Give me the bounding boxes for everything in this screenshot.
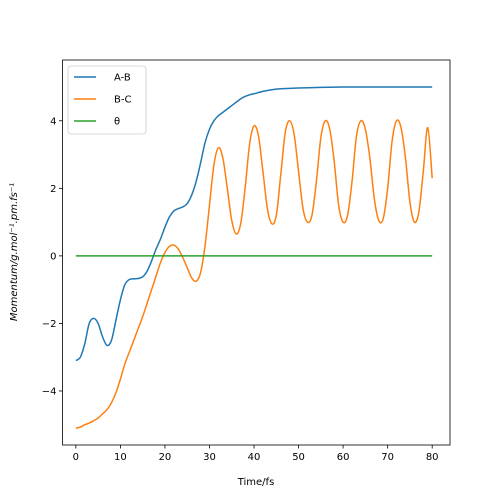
series-line-ab [75, 86, 433, 362]
y-tick-label: 2 [50, 184, 56, 195]
y-axis-label: Momentum/g.mol⁻¹.pm.fs⁻¹ [9, 183, 20, 321]
x-tick-label: 70 [381, 452, 394, 463]
series-line-bc [75, 119, 433, 429]
x-tick-label: 50 [292, 452, 305, 463]
x-axis-label: Time/fs [237, 477, 275, 488]
legend-box [67, 65, 147, 135]
x-tick-label: 0 [73, 452, 79, 463]
x-tick-label: 20 [159, 452, 172, 463]
legend-label: B-C [114, 95, 131, 106]
y-tick-label: 4 [50, 116, 56, 127]
x-axis: 0 10 20 30 40 50 60 70 80 [73, 445, 439, 463]
x-tick-label: 40 [248, 452, 261, 463]
series-layer [75, 86, 433, 429]
y-tick-label: 0 [50, 251, 56, 262]
y-tick-label: −4 [42, 386, 57, 397]
x-tick-label: 80 [426, 452, 439, 463]
legend-label: θ [114, 117, 120, 128]
plot-frame [62, 59, 451, 446]
x-tick-label: 10 [114, 452, 127, 463]
x-tick-label: 60 [337, 452, 350, 463]
y-axis: −4 −2 0 2 4 [42, 116, 63, 397]
legend-label: A-B [114, 73, 131, 84]
legend: A-B B-C θ [67, 65, 147, 135]
y-tick-label: −2 [42, 319, 57, 330]
x-tick-label: 30 [203, 452, 216, 463]
